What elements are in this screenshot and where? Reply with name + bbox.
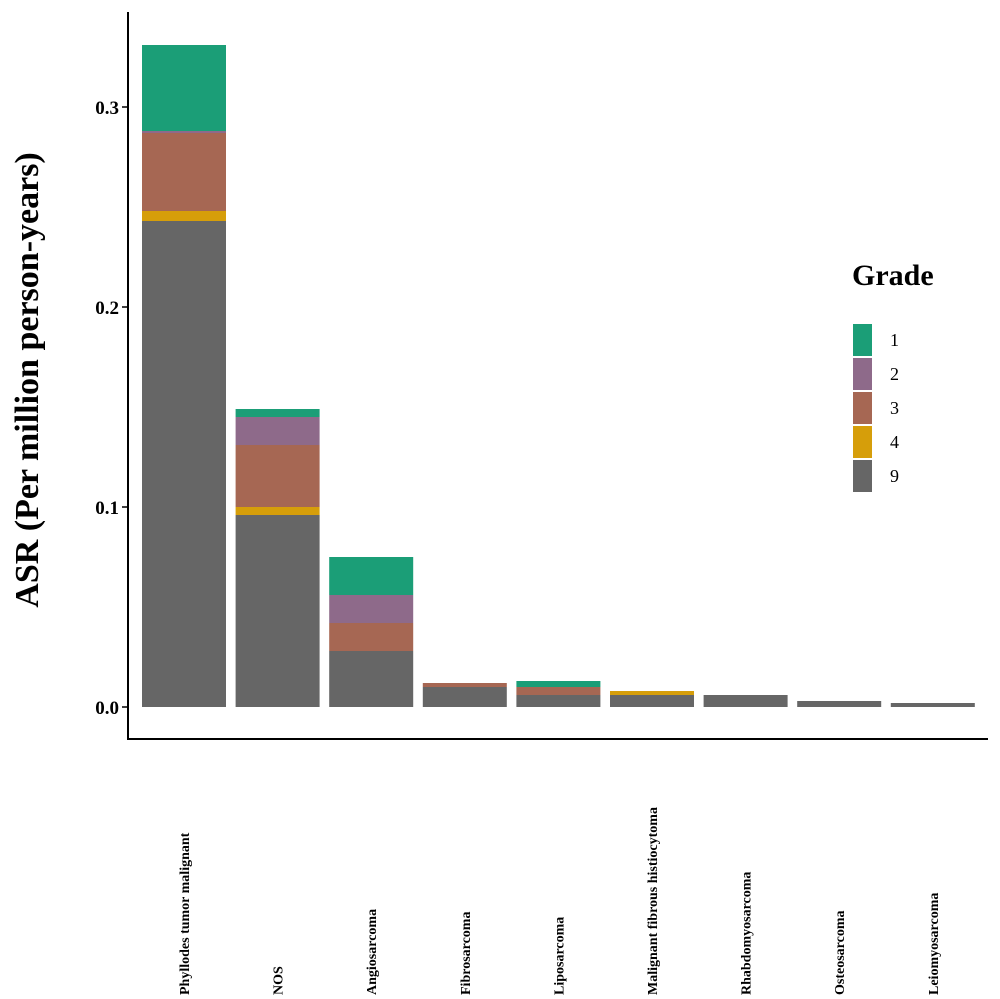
bar-segment-grade-3 — [516, 687, 601, 695]
x-tick-label: Fibrosarcoma — [459, 912, 474, 995]
y-ticks: 0.0 0.1 0.2 0.3 — [95, 98, 128, 719]
legend-title: Grade — [852, 259, 934, 292]
bar-segment-grade-1 — [516, 681, 601, 687]
bar-segment-grade-4 — [235, 507, 320, 515]
bar-segment-grade-9 — [610, 695, 694, 707]
bar-segment-grade-1 — [235, 409, 320, 417]
bar-segment-grade-9 — [422, 687, 507, 707]
bar-segment-grade-9 — [797, 701, 882, 707]
axes-layer — [127, 12, 988, 740]
bar-segment-grade-3 — [235, 445, 320, 507]
legend-swatch-grade-2 — [853, 358, 872, 390]
bar-segment-grade-3 — [142, 133, 226, 211]
bar-segment-grade-9 — [703, 695, 788, 707]
x-tick-label: Malignant fibrous histiocytoma — [646, 807, 661, 995]
legend-swatch-grade-9 — [853, 460, 872, 492]
bar-segment-grade-2 — [142, 131, 226, 133]
y-tick-label: 0.2 — [95, 298, 119, 319]
legend-label-grade-2: 2 — [890, 364, 899, 384]
legend-swatch-grade-1 — [853, 324, 872, 356]
bar-segment-grade-9 — [516, 695, 601, 707]
x-tick-label: NOS — [272, 966, 287, 995]
x-tick-label: Angiosarcoma — [365, 909, 380, 995]
legend-label-grade-4: 4 — [890, 432, 899, 452]
bar-segment-grade-2 — [329, 595, 414, 623]
bar-segment-grade-9 — [329, 651, 414, 707]
x-tick-labels: Phyllodes tumor malignant NOS Angiosarcoma… — [178, 807, 942, 995]
y-tick-label: 0.3 — [95, 98, 119, 119]
legend-label-grade-1: 1 — [890, 330, 899, 350]
x-tick-label: Leiomyosarcoma — [927, 893, 942, 995]
legend-label-grade-3: 3 — [890, 398, 899, 418]
bar-segment-grade-3 — [422, 683, 507, 687]
bar-segment-grade-1 — [142, 45, 226, 131]
bar-segment-grade-9 — [235, 515, 320, 707]
legend-label-grade-9: 9 — [890, 466, 899, 486]
legend-swatch-grade-3 — [853, 392, 872, 424]
x-tick-label: Osteosarcoma — [833, 911, 848, 996]
bar-segment-grade-9 — [142, 221, 226, 707]
y-axis-label: ASR (Per million person-years) — [9, 152, 46, 607]
y-tick-label: 0.1 — [95, 498, 119, 519]
bar-segment-grade-2 — [235, 417, 320, 445]
bar-segment-grade-3 — [329, 623, 414, 651]
legend: Grade 1 2 3 4 9 — [852, 259, 934, 492]
y-tick-label: 0.0 — [95, 698, 119, 719]
bar-segment-grade-9 — [890, 703, 975, 707]
bar-segment-grade-4 — [142, 211, 226, 221]
bars-layer — [142, 45, 975, 707]
bar-segment-grade-4 — [610, 691, 694, 695]
x-tick-label: Phyllodes tumor malignant — [178, 832, 193, 995]
x-tick-label: Liposarcoma — [552, 917, 567, 995]
x-tick-label: Rhabdomyosarcoma — [740, 872, 755, 995]
legend-swatch-grade-4 — [853, 426, 872, 458]
bar-segment-grade-1 — [329, 557, 414, 595]
